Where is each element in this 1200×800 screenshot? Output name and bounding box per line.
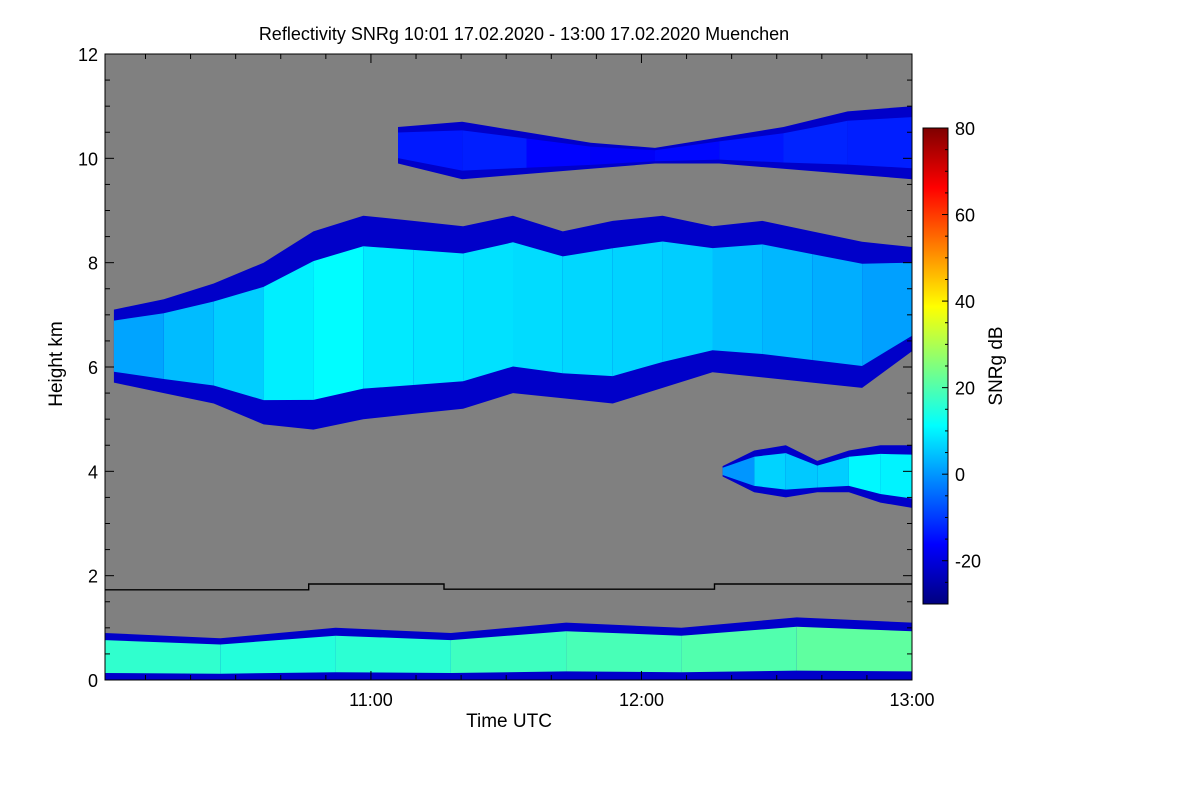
colorbar-tick-label: 80: [955, 119, 975, 139]
cirrus-layer-cell: [719, 133, 784, 163]
lower-cloud-layer-cell: [817, 456, 849, 488]
colorbar-ticks: 80 60 40 20 0 -20: [942, 119, 981, 605]
chart-title: Reflectivity SNRg 10:01 17.02.2020 - 13:…: [259, 24, 789, 44]
main-cloud-layer-cell: [313, 246, 364, 400]
y-tick-label: 2: [88, 567, 98, 587]
colorbar-tick-label: 0: [955, 465, 965, 485]
lower-cloud-layer-cell: [754, 453, 786, 490]
near-ground-echoes-cell: [566, 631, 682, 673]
cirrus-layer-cell: [655, 141, 720, 162]
x-tick-label: 11:00: [349, 690, 393, 710]
main-cloud-layer-cell: [812, 254, 863, 366]
y-tick-label: 8: [88, 254, 98, 274]
cirrus-layer: [398, 106, 912, 180]
main-cloud-layer-cell: [712, 244, 763, 354]
main-cloud-layer-cell: [413, 249, 464, 385]
x-axis-label: Time UTC: [466, 711, 552, 732]
main-cloud-layer-cell: [263, 261, 314, 401]
x-axis: 11:00 12:00 13:00: [144, 54, 935, 710]
main-cloud-layer-cell: [113, 313, 164, 379]
near-ground-echoes-cell: [450, 631, 567, 673]
lower-cloud-layer-cell: [722, 456, 755, 486]
x-tick-label: 12:00: [619, 690, 664, 710]
main-cloud-layer-cell: [463, 242, 513, 382]
cirrus-layer-cell: [847, 117, 912, 169]
echo-layers: [105, 106, 912, 680]
main-cloud-layer-cell: [662, 241, 713, 362]
x-tick-label: 13:00: [889, 690, 934, 710]
near-ground-echoes-cell: [220, 635, 336, 674]
main-cloud-layer-cell: [562, 248, 613, 377]
y-tick-label: 12: [78, 45, 98, 65]
cirrus-layer-cell: [398, 130, 463, 171]
y-tick-label: 10: [78, 149, 98, 169]
lower-cloud-layer-cell: [848, 453, 881, 494]
lower-cloud-layer: [722, 445, 912, 508]
colorbar-label: SNRg dB: [986, 326, 1007, 405]
plot-area: [104, 53, 913, 681]
near-ground-echoes-cell: [105, 640, 221, 674]
lower-cloud-layer-cell: [785, 453, 818, 490]
main-cloud-layer: [113, 215, 912, 430]
cirrus-layer-cell: [783, 120, 848, 165]
cirrus-layer-cell: [462, 130, 527, 171]
near-ground-echoes-cell: [796, 626, 912, 672]
y-axis-label: Height km: [46, 321, 67, 407]
main-cloud-layer-cell: [612, 241, 663, 377]
colorbar-tick-label: 40: [955, 292, 975, 312]
main-cloud-layer-cell: [862, 262, 912, 366]
cirrus-layer-cell: [590, 146, 655, 165]
lower-cloud-layer-cell: [880, 453, 912, 499]
near-ground-echoes: [105, 617, 912, 680]
melting-layer-line: [105, 583, 912, 591]
colorbar-tick-label: 60: [955, 206, 975, 226]
main-cloud-layer-cell: [213, 286, 264, 401]
colorbar-tick-label: -20: [955, 552, 981, 572]
main-cloud-layer-cell: [163, 301, 214, 386]
colorbar-gradient: [922, 127, 949, 605]
colorbar-tick-label: 20: [955, 379, 975, 399]
y-tick-label: 6: [88, 358, 98, 378]
y-axis: 0 2 4 6 8 10 12: [78, 45, 912, 691]
near-ground-echoes-cell: [335, 635, 451, 673]
main-cloud-layer-cell: [513, 242, 563, 374]
colorbar: 80 60 40 20 0 -20 SNRg dB: [922, 119, 1007, 605]
near-ground-echoes-cell: [681, 626, 797, 673]
main-cloud-layer-cell: [762, 244, 813, 360]
y-tick-label: 4: [88, 462, 98, 482]
main-cloud-layer-cell: [363, 246, 414, 389]
cirrus-layer-cell: [526, 138, 591, 168]
y-tick-label: 0: [88, 671, 98, 691]
